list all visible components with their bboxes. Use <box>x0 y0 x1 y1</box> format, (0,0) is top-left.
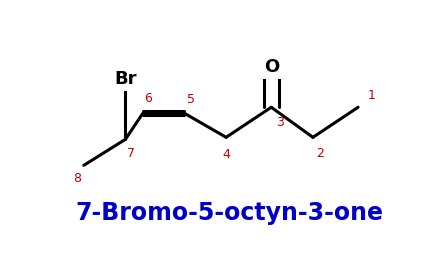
Text: 3: 3 <box>276 116 284 129</box>
Text: 5: 5 <box>187 93 195 106</box>
Text: 7: 7 <box>127 147 135 160</box>
Text: 1: 1 <box>368 89 376 102</box>
Text: 7-Bromo-5-octyn-3-one: 7-Bromo-5-octyn-3-one <box>76 202 383 225</box>
Text: O: O <box>263 58 279 76</box>
Text: 2: 2 <box>316 147 324 160</box>
Text: 4: 4 <box>222 148 230 161</box>
Text: Br: Br <box>114 70 137 88</box>
Text: 6: 6 <box>144 92 152 105</box>
Text: 8: 8 <box>73 172 81 185</box>
